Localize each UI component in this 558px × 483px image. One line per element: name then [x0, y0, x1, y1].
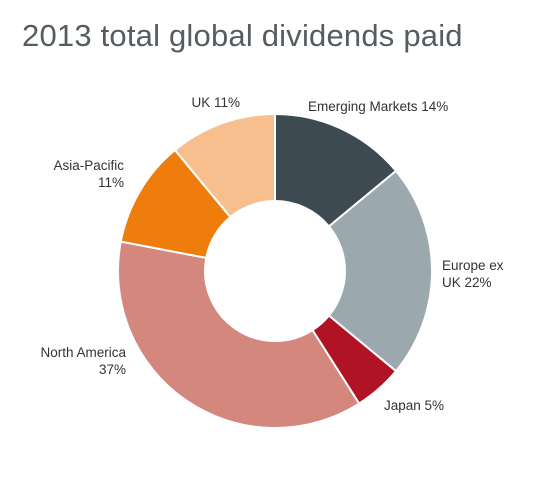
- label-line: Asia-Pacific: [53, 158, 124, 173]
- slice-north-america: [117, 240, 361, 429]
- label-asia-pacific: Asia-Pacific 11%: [53, 158, 124, 190]
- label-europe-ex-uk: Europe ex UK 22%: [442, 258, 504, 290]
- label-line: North America: [40, 345, 126, 360]
- slice-emerging-markets: [274, 112, 398, 228]
- label-line: 37%: [99, 362, 126, 377]
- label-north-america: North America 37%: [40, 345, 126, 377]
- label-line: Emerging Markets 14%: [308, 99, 448, 114]
- label-line: Japan 5%: [384, 398, 444, 413]
- label-line: UK 22%: [442, 275, 492, 290]
- chart-title: 2013 total global dividends paid: [22, 18, 463, 53]
- label-line: Europe ex: [442, 258, 504, 273]
- label-line: 11%: [98, 175, 124, 190]
- slice-uk: [173, 112, 276, 219]
- label-line: UK 11%: [191, 95, 240, 110]
- label-japan: Japan 5%: [384, 398, 444, 413]
- slice-europe-ex-uk: [327, 169, 433, 373]
- label-emerging-markets: Emerging Markets 14%: [308, 99, 448, 114]
- label-uk: UK 11%: [191, 95, 240, 110]
